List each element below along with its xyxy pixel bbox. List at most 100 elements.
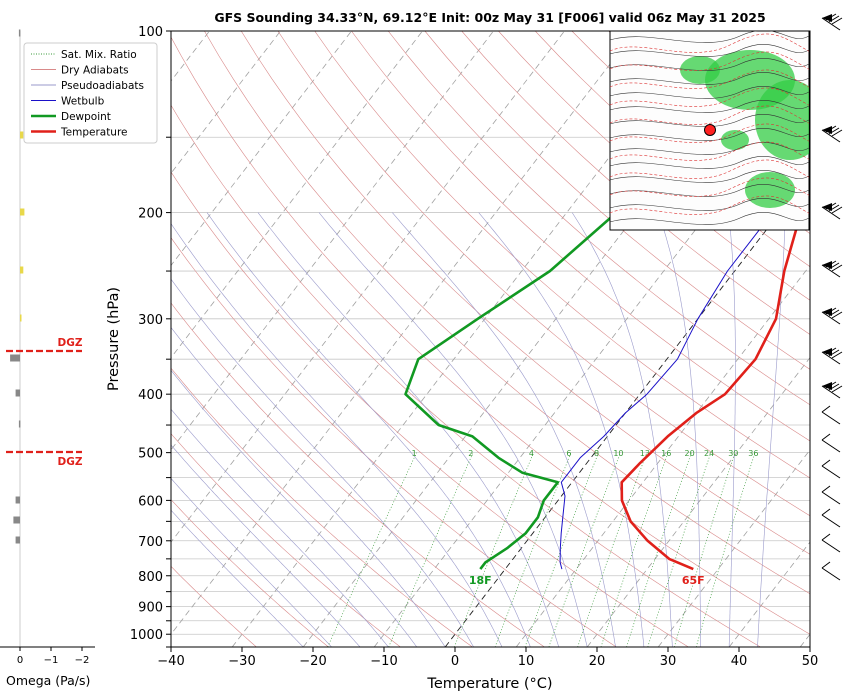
wind-barb-feather [821, 405, 831, 413]
omega-bar [15, 496, 20, 504]
thickness-contour [610, 33, 809, 53]
precip-area [721, 130, 749, 150]
mixing-ratio-label: 20 [685, 449, 695, 458]
y-tick-label: 800 [138, 570, 163, 585]
surface-label-temperature: 65F [682, 574, 705, 587]
isobar-contour [610, 31, 809, 43]
mixing-ratio-label: 8 [594, 449, 599, 458]
y-tick-label: 1000 [130, 628, 163, 643]
dry-adiabat [171, 171, 689, 647]
pseudoadiabat [171, 477, 332, 647]
dry-adiabat [240, 31, 810, 555]
thickness-contour [610, 195, 809, 215]
wind-barb-feather [825, 202, 837, 210]
wind-barb [821, 514, 841, 528]
mixing-ratio-label: 1 [412, 449, 417, 458]
legend-label: Temperature [60, 127, 128, 139]
legend-label: Dry Adiabats [61, 65, 129, 77]
pseudoadiabat [571, 212, 673, 647]
mixing-ratio-label: 6 [566, 449, 571, 458]
wind-barb-feather [825, 381, 837, 389]
x-tick-label: 50 [802, 654, 819, 669]
dgz-label: DGZ [58, 337, 83, 349]
dry-adiabat [171, 104, 761, 647]
wind-barb-feather [821, 533, 831, 541]
wind-barb-feather [828, 349, 840, 357]
dry-adiabat [171, 237, 617, 647]
wind-barb-feather [831, 129, 843, 137]
wind-barb [821, 491, 841, 505]
wind-barb-feather [828, 309, 840, 317]
dry-adiabat [171, 565, 257, 647]
wind-barb-feather [825, 13, 837, 21]
wind-barb-feather [828, 127, 840, 135]
omega-bar [20, 131, 24, 139]
mixing-ratio-label: 24 [704, 449, 714, 458]
omega-bar [13, 516, 20, 524]
dry-adiabat [171, 367, 473, 647]
mixing-ratio-label: 36 [748, 449, 758, 458]
thickness-contour [610, 69, 809, 89]
x-axis-label: Temperature (°C) [426, 676, 552, 692]
isobar-contour [610, 212, 809, 225]
isobar-contour [610, 114, 809, 127]
wind-barb-feather [831, 17, 843, 25]
pseudoadiabat [171, 509, 304, 647]
omega-axis-label: Omega (Pa/s) [6, 673, 90, 688]
y-tick-label: 100 [138, 25, 163, 40]
pseudoadiabat [257, 212, 560, 647]
wind-barb-feather [825, 125, 837, 133]
wind-barbs [821, 13, 843, 581]
wind-barb [821, 264, 841, 278]
pseudoadiabat [318, 212, 588, 647]
wind-barb-feather [821, 459, 831, 467]
x-tick-label: −10 [370, 654, 397, 669]
inset-map [609, 30, 810, 231]
isobar-contour [610, 142, 809, 155]
isobar-contour [610, 72, 809, 85]
mixing-ratio-line [327, 452, 418, 647]
omega-tick-label: −2 [75, 655, 90, 666]
dry-adiabat [171, 302, 545, 647]
dry-adiabat [461, 31, 810, 335]
x-tick-label: 20 [589, 654, 606, 669]
wind-barb-feather [831, 351, 843, 359]
x-tick-label: 10 [518, 654, 535, 669]
dry-adiabat [204, 31, 810, 595]
dry-adiabat [171, 36, 810, 635]
wind-barb-feather [828, 15, 840, 23]
omega-panel: 0 −1 −2 DGZ DGZ [0, 29, 95, 666]
omega-bar [15, 536, 20, 544]
wind-barb-feather [821, 433, 831, 441]
precip-area [680, 56, 720, 84]
wind-barb [821, 311, 841, 325]
dry-adiabat [171, 499, 329, 647]
thickness-contour [610, 105, 809, 125]
pseudoadiabat [171, 444, 361, 647]
wind-barb-flag [822, 126, 832, 134]
y-tick-label: 600 [138, 494, 163, 509]
dry-adiabat [424, 31, 810, 370]
wind-barb-feather [821, 485, 831, 493]
mixing-ratio-line [453, 452, 534, 647]
wind-barb [821, 411, 841, 425]
pseudoadiabat [757, 212, 786, 647]
wind-barb-feather [825, 307, 837, 315]
isobar-contour [610, 156, 809, 169]
x-tick-label: −30 [228, 654, 255, 669]
wind-barb-flag [822, 261, 832, 269]
wind-barb-flag [822, 308, 832, 316]
omega-tick-label: −1 [44, 655, 59, 666]
pseudoadiabat [478, 212, 645, 647]
wind-barb-flag [822, 382, 832, 390]
plot-frame [170, 30, 811, 648]
wind-barb-feather [831, 264, 843, 272]
y-tick-label: 900 [138, 601, 163, 616]
wind-barb-feather [828, 204, 840, 212]
isobar-contour [610, 170, 809, 183]
legend-box [23, 42, 158, 144]
wind-barb-feather [831, 385, 843, 393]
thickness-contour [610, 123, 809, 143]
pseudoadiabat [657, 212, 702, 647]
isotherm-line [171, 31, 636, 635]
